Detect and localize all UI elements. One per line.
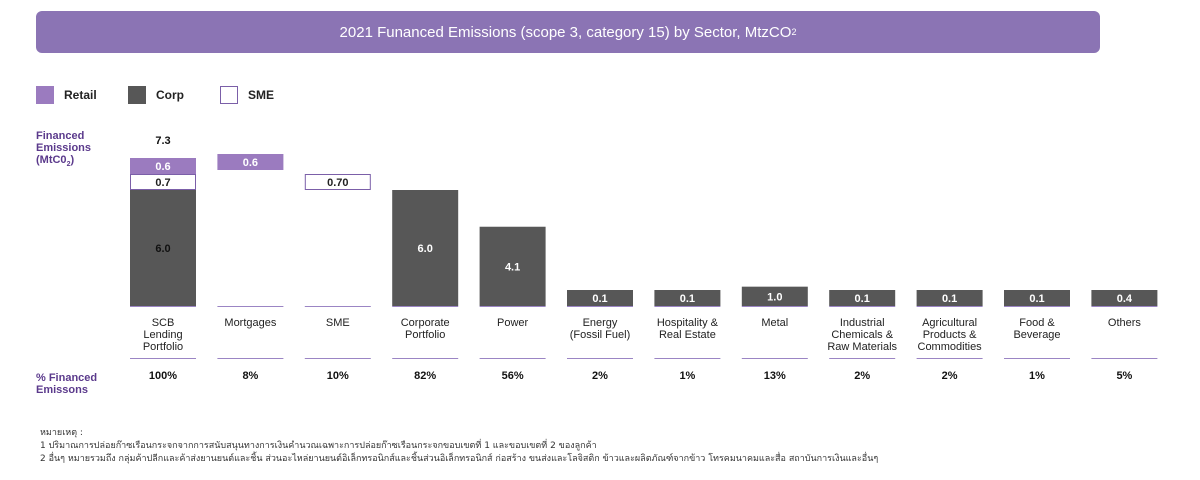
footnote-2: 2 อื่นๆ หมายรวมถึง กลุ่มค้าปลีกและค้าส่ง… bbox=[40, 454, 879, 464]
category-label-8-1: Chemicals & bbox=[831, 329, 893, 341]
bar-corp-8 bbox=[829, 290, 896, 306]
percent-value-2: 10% bbox=[327, 370, 349, 382]
percent-value-1: 8% bbox=[242, 370, 258, 382]
category-label-6-0: Hospitality & bbox=[657, 317, 719, 329]
legend-corp: Corp bbox=[128, 86, 184, 104]
data-label-corp-0: 6.0 bbox=[155, 243, 170, 255]
financed-emissions-label-line1: Financed bbox=[36, 130, 85, 142]
financed-emissions-label-unit: (MtC0 bbox=[36, 154, 67, 166]
category-label-8-2: Raw Materials bbox=[827, 341, 897, 353]
data-label-corp-10: 0.1 bbox=[1029, 293, 1044, 305]
data-label-retail-0: 0.6 bbox=[155, 161, 170, 173]
percent-value-11: 5% bbox=[1116, 370, 1132, 382]
category-label-7-0: Metal bbox=[761, 317, 788, 329]
bar-retail-1 bbox=[217, 154, 284, 170]
percent-value-5: 2% bbox=[592, 370, 608, 382]
category-label-0-2: Portfolio bbox=[143, 341, 183, 353]
legend-label-sme: SME bbox=[248, 88, 275, 102]
category-label-9-1: Products & bbox=[923, 329, 977, 341]
bar-corp-11 bbox=[1091, 290, 1158, 306]
data-label-corp-3: 6.0 bbox=[418, 243, 433, 255]
category-label-10-1: Beverage bbox=[1013, 329, 1060, 341]
bar-sme-2 bbox=[304, 174, 371, 190]
data-label-retail-1: 0.6 bbox=[243, 157, 258, 169]
chart-title-banner: 2021 Funanced Emissions (scope 3, catego… bbox=[36, 11, 1100, 53]
legend-label-corp: Corp bbox=[156, 88, 184, 102]
footnote-header: หมายเหตุ : bbox=[40, 428, 83, 438]
financed-emissions-label-line2: Emissions bbox=[36, 142, 92, 154]
bar-corp-4 bbox=[479, 226, 546, 306]
category-label-4-0: Power bbox=[497, 317, 529, 329]
data-label-corp-4: 4.1 bbox=[505, 261, 520, 273]
category-label-10-0: Food & bbox=[1019, 317, 1055, 329]
legend-swatch-sme bbox=[220, 86, 238, 104]
legend-sme: SME bbox=[220, 86, 274, 104]
financed-emissions-label-line3: (MtC02) bbox=[36, 154, 91, 171]
legend-retail: Retail bbox=[36, 86, 97, 104]
percent-value-8: 2% bbox=[854, 370, 870, 382]
financed-emissions-label-unit-end: ) bbox=[70, 154, 75, 166]
percent-value-9: 2% bbox=[942, 370, 958, 382]
bar-corp-0 bbox=[130, 190, 196, 306]
data-label-corp-8: 0.1 bbox=[855, 293, 870, 305]
category-label-11-0: Others bbox=[1108, 317, 1142, 329]
financed-emissions-axis-label: Financed Emissions (MtC02) bbox=[36, 130, 91, 171]
chart-title: 2021 Funanced Emissions (scope 3, catego… bbox=[339, 23, 792, 41]
percent-financed-row-label: % Financed Emissons bbox=[36, 372, 97, 396]
bar-sme-0 bbox=[130, 174, 196, 190]
category-label-3-0: Corporate bbox=[401, 317, 450, 329]
data-label-corp-11: 0.4 bbox=[1117, 293, 1133, 305]
bar-retail-0 bbox=[130, 158, 196, 174]
chart-title-subscript: 2 bbox=[791, 27, 797, 37]
footnotes: หมายเหตุ : 1 ปริมาณการปล่อยก๊าซเรือนกระจ… bbox=[40, 427, 1180, 466]
category-label-8-0: Industrial bbox=[840, 317, 885, 329]
data-label-corp-6: 0.1 bbox=[680, 293, 695, 305]
bar-corp-7 bbox=[741, 286, 808, 306]
percent-value-3: 82% bbox=[414, 370, 436, 382]
category-label-9-2: Commodities bbox=[918, 341, 983, 353]
percent-value-10: 1% bbox=[1029, 370, 1045, 382]
category-label-5-0: Energy bbox=[583, 317, 618, 329]
category-label-3-1: Portfolio bbox=[405, 329, 445, 341]
bar-corp-6 bbox=[654, 290, 721, 306]
footnote-1: 1 ปริมาณการปล่อยก๊าซเรือนกระจกจากการสนับ… bbox=[40, 441, 597, 451]
category-label-1-0: Mortgages bbox=[224, 317, 276, 329]
category-label-6-1: Real Estate bbox=[659, 329, 716, 341]
data-label-sme-0: 0.7 bbox=[155, 177, 170, 189]
bar-corp-5 bbox=[567, 290, 633, 306]
data-label-corp-5: 0.1 bbox=[592, 293, 607, 305]
data-label-corp-9: 0.1 bbox=[942, 293, 957, 305]
category-label-9-0: Agricultural bbox=[922, 317, 977, 329]
category-label-2-0: SME bbox=[326, 317, 350, 329]
percent-value-4: 56% bbox=[502, 370, 524, 382]
percent-value-7: 13% bbox=[764, 370, 786, 382]
legend-swatch-corp bbox=[128, 86, 146, 104]
percent-financed-label-line2: Emissons bbox=[36, 384, 88, 396]
category-label-0-1: Lending bbox=[143, 329, 182, 341]
legend-label-retail: Retail bbox=[64, 88, 97, 102]
bar-corp-10 bbox=[1004, 290, 1070, 306]
percent-value-6: 1% bbox=[679, 370, 695, 382]
legend-swatch-retail bbox=[36, 86, 54, 104]
bar-corp-9 bbox=[916, 290, 983, 306]
percent-value-0: 100% bbox=[149, 370, 177, 382]
total-label-0: 7.3 bbox=[155, 135, 170, 147]
financed-emissions-label-unit-sub: 2 bbox=[66, 161, 71, 169]
category-label-0-0: SCB bbox=[152, 317, 175, 329]
bar-corp-3 bbox=[392, 190, 459, 306]
category-label-5-1: (Fossil Fuel) bbox=[570, 329, 631, 341]
data-label-sme-2: 0.70 bbox=[327, 177, 348, 189]
percent-financed-label-line1: % Financed bbox=[36, 372, 98, 384]
data-label-corp-7: 1.0 bbox=[767, 291, 782, 303]
